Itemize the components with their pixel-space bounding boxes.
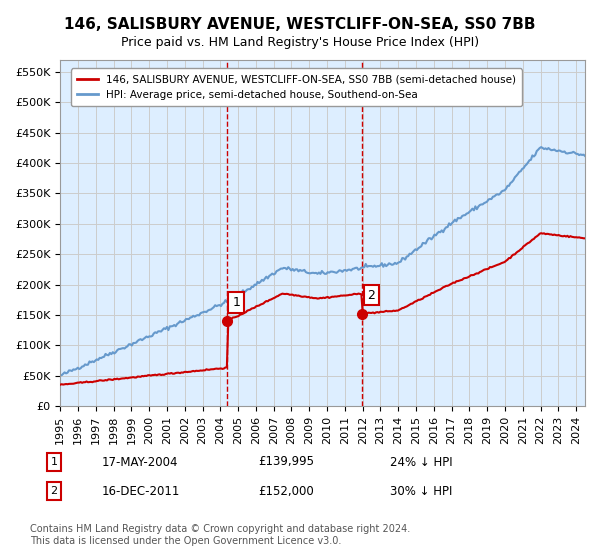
Legend: 146, SALISBURY AVENUE, WESTCLIFF-ON-SEA, SS0 7BB (semi-detached house), HPI: Ave: 146, SALISBURY AVENUE, WESTCLIFF-ON-SEA,… [71,68,523,106]
Text: 30% ↓ HPI: 30% ↓ HPI [390,484,452,498]
Text: 1: 1 [50,457,58,467]
Text: 17-MAY-2004: 17-MAY-2004 [102,455,179,469]
Text: £152,000: £152,000 [258,484,314,498]
Text: 2: 2 [50,486,58,496]
Text: 16-DEC-2011: 16-DEC-2011 [102,484,181,498]
Text: Price paid vs. HM Land Registry's House Price Index (HPI): Price paid vs. HM Land Registry's House … [121,36,479,49]
Text: £139,995: £139,995 [258,455,314,469]
Text: 146, SALISBURY AVENUE, WESTCLIFF-ON-SEA, SS0 7BB: 146, SALISBURY AVENUE, WESTCLIFF-ON-SEA,… [64,17,536,32]
Text: 1: 1 [232,296,240,309]
Text: 2: 2 [367,288,375,302]
Text: 24% ↓ HPI: 24% ↓ HPI [390,455,452,469]
Text: Contains HM Land Registry data © Crown copyright and database right 2024.
This d: Contains HM Land Registry data © Crown c… [30,524,410,546]
